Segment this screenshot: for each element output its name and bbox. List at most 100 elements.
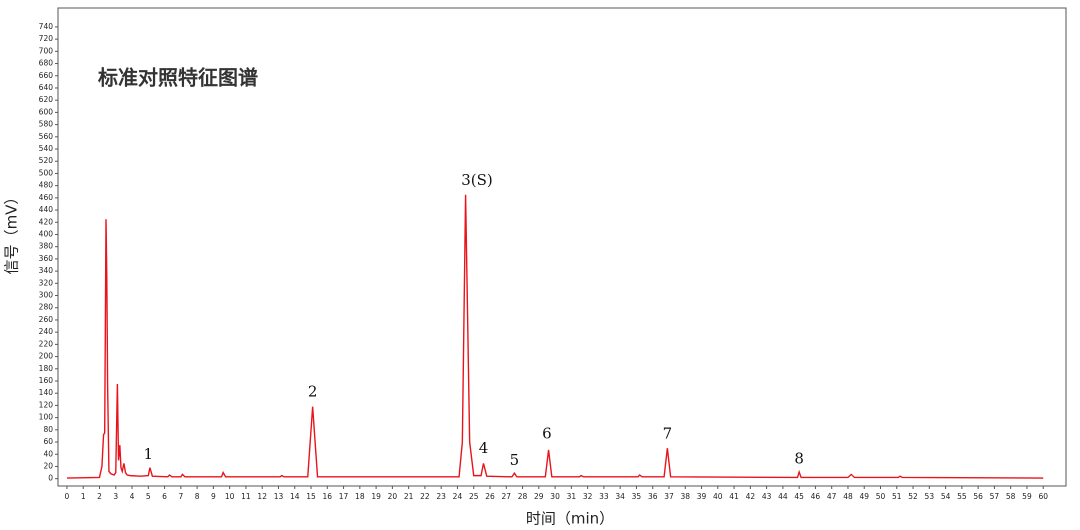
peak-label: 6 — [542, 425, 552, 443]
x-tick-label: 31 — [567, 492, 577, 501]
y-tick-label: 680 — [39, 59, 54, 68]
peak-label: 7 — [663, 425, 673, 443]
y-tick-label: 20 — [43, 461, 53, 470]
x-tick-label: 4 — [130, 492, 135, 501]
y-tick-label: 700 — [39, 46, 54, 55]
y-tick-label: 40 — [43, 449, 53, 458]
y-tick-label: 100 — [39, 413, 54, 422]
y-tick-label: 200 — [39, 352, 54, 361]
y-tick-label: 220 — [39, 339, 54, 348]
y-tick-label: 540 — [39, 144, 54, 153]
x-tick-label: 45 — [794, 492, 804, 501]
x-tick-label: 40 — [713, 492, 723, 501]
x-tick-label: 46 — [811, 492, 821, 501]
y-tick-label: 420 — [39, 217, 54, 226]
x-tick-label: 48 — [843, 492, 853, 501]
x-tick-label: 47 — [827, 492, 837, 501]
x-tick-label: 25 — [469, 492, 479, 501]
y-tick-label: 160 — [39, 376, 54, 385]
x-tick-label: 54 — [941, 492, 951, 501]
y-tick-label: 240 — [39, 327, 54, 336]
x-tick-label: 16 — [323, 492, 333, 501]
y-tick-label: 120 — [39, 400, 54, 409]
x-tick-label: 18 — [355, 492, 365, 501]
y-tick-label: 280 — [39, 303, 54, 312]
x-tick-label: 59 — [1022, 492, 1032, 501]
y-tick-label: 300 — [39, 291, 54, 300]
x-tick-label: 10 — [225, 492, 235, 501]
x-tick-label: 23 — [436, 492, 446, 501]
x-tick-label: 55 — [957, 492, 967, 501]
y-tick-label: 480 — [39, 181, 54, 190]
y-tick-label: 460 — [39, 193, 54, 202]
x-tick-label: 7 — [178, 492, 183, 501]
x-tick-label: 58 — [1006, 492, 1016, 501]
x-tick-label: 39 — [697, 492, 707, 501]
peak-label: 1 — [144, 445, 154, 463]
peak-label: 2 — [308, 383, 318, 401]
x-tick-label: 33 — [599, 492, 609, 501]
x-tick-label: 0 — [65, 492, 70, 501]
peak-label: 5 — [510, 451, 520, 469]
x-tick-label: 19 — [371, 492, 381, 501]
plot-frame — [57, 7, 1067, 487]
x-tick-label: 26 — [485, 492, 495, 501]
y-tick-label: 140 — [39, 388, 54, 397]
x-tick-label: 1 — [81, 492, 86, 501]
x-tick-label: 38 — [680, 492, 690, 501]
y-tick-label: 360 — [39, 254, 54, 263]
x-tick-label: 14 — [290, 492, 300, 501]
x-tick-label: 13 — [274, 492, 284, 501]
x-tick-label: 60 — [1038, 492, 1048, 501]
y-tick-label: 660 — [39, 71, 54, 80]
x-tick-label: 12 — [257, 492, 267, 501]
x-tick-label: 57 — [990, 492, 1000, 501]
x-tick-label: 44 — [778, 492, 788, 501]
peak-label: 8 — [794, 450, 804, 468]
y-tick-label: 740 — [39, 22, 54, 31]
y-axis-label: 信号（mV） — [3, 190, 21, 275]
x-tick-label: 20 — [388, 492, 398, 501]
x-tick-label: 22 — [420, 492, 430, 501]
x-tick-label: 2 — [97, 492, 102, 501]
peak-label: 3(S) — [461, 171, 493, 189]
y-tick-label: 0 — [48, 474, 53, 483]
y-tick-label: 600 — [39, 107, 54, 116]
y-tick-label: 320 — [39, 278, 54, 287]
x-tick-label: 11 — [241, 492, 251, 501]
x-tick-label: 53 — [925, 492, 935, 501]
x-tick-label: 50 — [876, 492, 886, 501]
x-tick-label: 52 — [908, 492, 918, 501]
x-tick-label: 35 — [632, 492, 642, 501]
x-tick-label: 30 — [550, 492, 560, 501]
x-tick-label: 37 — [664, 492, 674, 501]
x-tick-label: 9 — [211, 492, 216, 501]
y-tick-label: 520 — [39, 156, 54, 165]
x-tick-label: 34 — [615, 492, 625, 501]
y-tick-label: 580 — [39, 120, 54, 129]
y-tick-label: 720 — [39, 34, 54, 43]
y-tick-label: 500 — [39, 168, 54, 177]
peak-label: 4 — [479, 439, 489, 457]
x-tick-label: 43 — [762, 492, 772, 501]
x-tick-label: 56 — [973, 492, 983, 501]
x-tick-label: 29 — [534, 492, 544, 501]
y-tick-label: 80 — [43, 425, 53, 434]
x-tick-label: 6 — [162, 492, 167, 501]
x-tick-label: 28 — [518, 492, 528, 501]
y-tick-label: 560 — [39, 132, 54, 141]
y-tick-label: 60 — [43, 437, 53, 446]
x-tick-label: 15 — [306, 492, 316, 501]
chart-title: 标准对照特征图谱 — [98, 66, 258, 90]
x-tick-label: 17 — [339, 492, 349, 501]
y-tick-label: 640 — [39, 83, 54, 92]
x-tick-label: 49 — [859, 492, 869, 501]
x-tick-label: 36 — [648, 492, 658, 501]
x-tick-label: 8 — [195, 492, 200, 501]
x-tick-label: 41 — [729, 492, 739, 501]
x-tick-label: 24 — [453, 492, 463, 501]
x-tick-label: 5 — [146, 492, 151, 501]
x-tick-label: 42 — [746, 492, 756, 501]
y-tick-label: 380 — [39, 242, 54, 251]
